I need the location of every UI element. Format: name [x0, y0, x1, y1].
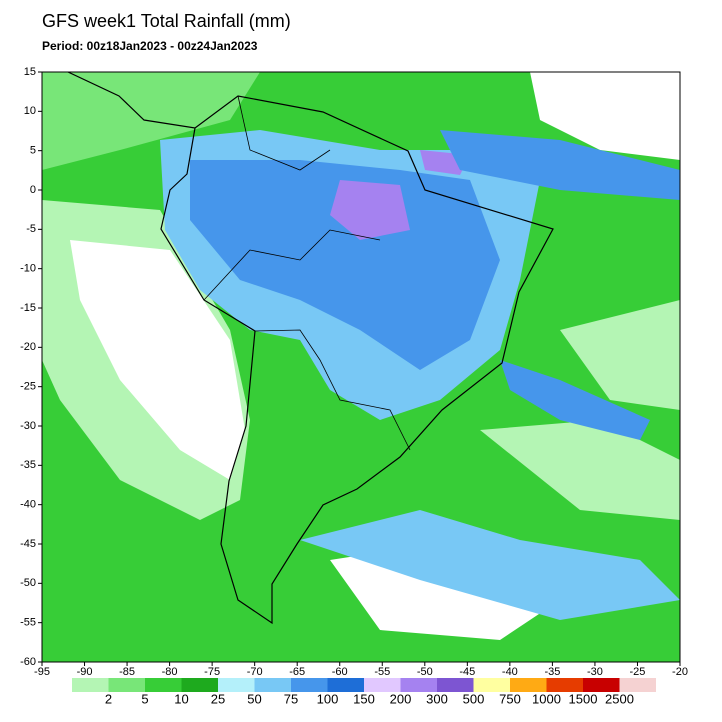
- y-tick-label: -5: [26, 223, 36, 235]
- legend-label: 1500: [569, 691, 598, 706]
- heavy-rain: [330, 180, 410, 240]
- legend-label: 100: [317, 691, 339, 706]
- rainfall-field: [42, 72, 680, 662]
- x-tick-label: -35: [544, 666, 560, 678]
- wet-band: [300, 510, 680, 620]
- legend-swatch: [145, 678, 182, 692]
- y-tick-label: -55: [20, 617, 36, 629]
- x-tick-label: -80: [162, 666, 178, 678]
- legend-swatch: [510, 678, 547, 692]
- legend-label: 200: [390, 691, 412, 706]
- x-tick-label: -90: [77, 666, 93, 678]
- legend-swatch: [218, 678, 255, 692]
- y-tick-label: -20: [20, 341, 36, 353]
- legend-label: 25: [211, 691, 225, 706]
- x-tick-label: -65: [289, 666, 305, 678]
- legend-swatch: [400, 678, 437, 692]
- plot-frame: [41, 71, 681, 663]
- coastline: [67, 72, 554, 625]
- legend-label: 150: [353, 691, 375, 706]
- legend-label: 1000: [532, 691, 561, 706]
- legend-swatch: [254, 678, 291, 692]
- legend-label: 300: [426, 691, 448, 706]
- legend-swatch: [291, 678, 328, 692]
- x-tick-label: -30: [587, 666, 603, 678]
- field-patch: [480, 420, 680, 520]
- y-tick-label: -50: [20, 577, 36, 589]
- y-tick-label: -45: [20, 538, 36, 550]
- y-tick-label: -15: [20, 302, 36, 314]
- borders: [203, 95, 411, 451]
- y-tick-label: 0: [30, 184, 36, 196]
- legend-label: 5: [141, 691, 148, 706]
- legend-swatch: [437, 678, 474, 692]
- y-tick-label: -35: [20, 459, 36, 471]
- wet-band: [500, 360, 650, 440]
- x-tick-label: -40: [502, 666, 518, 678]
- dry-area: [70, 240, 245, 480]
- legend-swatch: [72, 678, 109, 692]
- y-tick-label: 10: [24, 105, 36, 117]
- y-tick-label: -30: [20, 420, 36, 432]
- x-tick-label: -55: [374, 666, 390, 678]
- x-tick-label: -20: [672, 666, 688, 678]
- x-tick-label: -25: [630, 666, 646, 678]
- wet-area: [190, 160, 500, 370]
- y-tick-label: 15: [24, 66, 36, 78]
- title: GFS week1 Total Rainfall (mm): [42, 11, 291, 31]
- y-tick-label: -40: [20, 499, 36, 511]
- legend-swatch: [181, 678, 218, 692]
- legend-label: 2500: [605, 691, 634, 706]
- legend-swatch: [108, 678, 145, 692]
- legend-label: 75: [284, 691, 298, 706]
- legend-label: 10: [174, 691, 188, 706]
- y-tick-label: -10: [20, 263, 36, 275]
- x-tick-label: -70: [247, 666, 263, 678]
- y-tick-label: 5: [30, 145, 36, 157]
- legend-label: 2: [105, 691, 112, 706]
- x-tick-label: -75: [204, 666, 220, 678]
- legend-swatch: [327, 678, 364, 692]
- x-tick-label: -45: [459, 666, 475, 678]
- legend-swatch: [619, 678, 656, 692]
- legend-swatch: [364, 678, 401, 692]
- period: Period: 00z18Jan2023 - 00z24Jan2023: [42, 39, 258, 53]
- legend-swatch: [546, 678, 583, 692]
- x-tick-label: -50: [417, 666, 433, 678]
- x-tick-label: -60: [332, 666, 348, 678]
- wet-band: [440, 130, 680, 200]
- legend-swatch: [473, 678, 510, 692]
- legend-label: 50: [247, 691, 261, 706]
- legend-label: 750: [499, 691, 521, 706]
- y-tick-label: -25: [20, 381, 36, 393]
- field-patch: [560, 300, 680, 410]
- x-tick-label: -95: [34, 666, 50, 678]
- dry-area: [530, 72, 680, 160]
- legend-swatch: [583, 678, 620, 692]
- y-tick-label: -60: [20, 656, 36, 668]
- x-tick-label: -85: [119, 666, 135, 678]
- legend-label: 500: [463, 691, 485, 706]
